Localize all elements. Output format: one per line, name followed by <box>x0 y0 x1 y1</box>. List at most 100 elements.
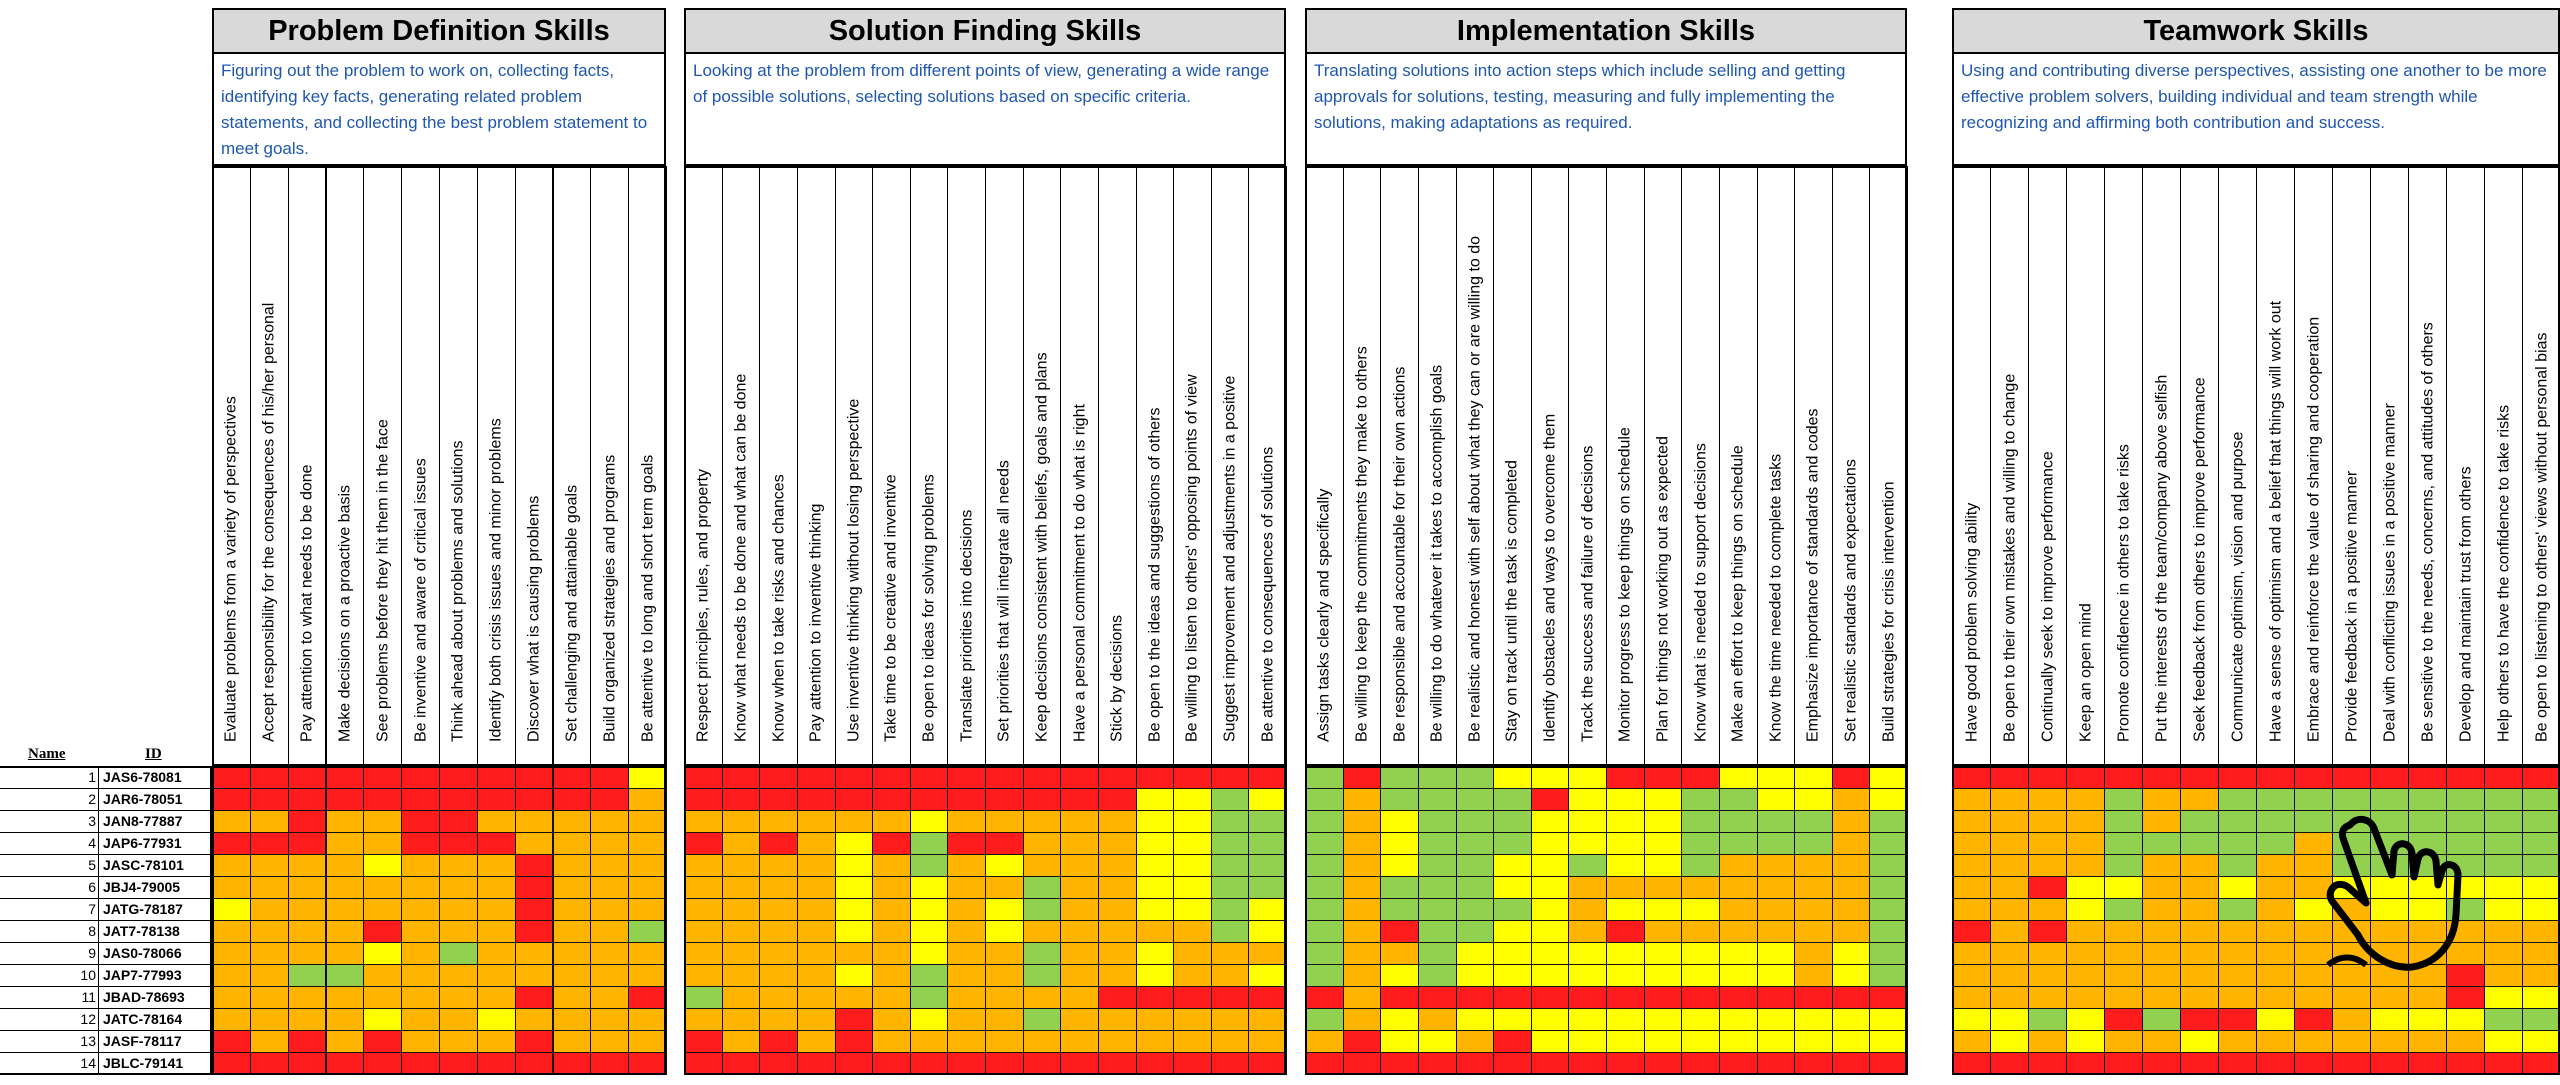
rating-cell[interactable] <box>1097 1008 1137 1031</box>
rating-cell[interactable] <box>1990 766 2029 789</box>
rating-cell[interactable] <box>2104 854 2143 877</box>
rating-cell[interactable] <box>1606 964 1645 987</box>
rating-cell[interactable] <box>2028 964 2067 987</box>
rating-cell[interactable] <box>1831 898 1871 921</box>
rating-cell[interactable] <box>1342 810 1382 833</box>
rating-cell[interactable] <box>212 766 251 789</box>
rating-cell[interactable] <box>401 810 440 833</box>
rating-cell[interactable] <box>2484 876 2523 899</box>
rating-cell[interactable] <box>2028 920 2067 943</box>
rating-cell[interactable] <box>2218 986 2257 1009</box>
rating-cell[interactable] <box>1380 832 1419 855</box>
rating-cell[interactable] <box>1718 1052 1758 1075</box>
rating-cell[interactable] <box>2408 1052 2447 1075</box>
rating-cell[interactable] <box>476 942 516 965</box>
rating-cell[interactable] <box>363 876 403 899</box>
rating-cell[interactable] <box>1455 964 1495 987</box>
rating-cell[interactable] <box>1210 1008 1250 1031</box>
rating-cell[interactable] <box>1173 854 1212 877</box>
rating-cell[interactable] <box>1173 876 1212 899</box>
rating-cell[interactable] <box>947 920 986 943</box>
rating-cell[interactable] <box>796 942 836 965</box>
rating-cell[interactable] <box>1022 766 1062 789</box>
rating-cell[interactable] <box>2028 1008 2067 1031</box>
rating-cell[interactable] <box>249 1052 289 1075</box>
rating-cell[interactable] <box>759 832 798 855</box>
rating-cell[interactable] <box>1794 1030 1833 1053</box>
rating-cell[interactable] <box>1305 766 1344 789</box>
rating-cell[interactable] <box>2370 1052 2409 1075</box>
rating-cell[interactable] <box>212 876 251 899</box>
rating-cell[interactable] <box>2522 1030 2560 1053</box>
rating-cell[interactable] <box>514 788 554 811</box>
rating-cell[interactable] <box>1493 898 1532 921</box>
rating-cell[interactable] <box>1718 788 1758 811</box>
rating-cell[interactable] <box>684 854 723 877</box>
rating-cell[interactable] <box>1530 942 1570 965</box>
rating-cell[interactable] <box>2104 832 2143 855</box>
rating-cell[interactable] <box>2332 1052 2371 1075</box>
rating-cell[interactable] <box>476 920 516 943</box>
rating-cell[interactable] <box>872 832 911 855</box>
rating-cell[interactable] <box>363 986 403 1009</box>
rating-cell[interactable] <box>2370 1030 2409 1053</box>
rating-cell[interactable] <box>2180 1052 2219 1075</box>
rating-cell[interactable] <box>249 832 289 855</box>
rating-cell[interactable] <box>1022 920 1062 943</box>
rating-cell[interactable] <box>759 810 798 833</box>
rating-cell[interactable] <box>1097 942 1137 965</box>
rating-cell[interactable] <box>1990 1008 2029 1031</box>
rating-cell[interactable] <box>1248 810 1287 833</box>
rating-cell[interactable] <box>1530 788 1570 811</box>
rating-cell[interactable] <box>759 920 798 943</box>
rating-cell[interactable] <box>325 854 365 877</box>
rating-cell[interactable] <box>684 832 723 855</box>
rating-cell[interactable] <box>1493 942 1532 965</box>
rating-cell[interactable] <box>514 810 554 833</box>
rating-cell[interactable] <box>1022 788 1062 811</box>
rating-cell[interactable] <box>1455 876 1495 899</box>
rating-cell[interactable] <box>439 942 478 965</box>
rating-cell[interactable] <box>2066 854 2105 877</box>
rating-cell[interactable] <box>552 788 592 811</box>
rating-cell[interactable] <box>1990 986 2029 1009</box>
rating-cell[interactable] <box>1530 832 1570 855</box>
rating-cell[interactable] <box>590 854 630 877</box>
rating-cell[interactable] <box>1869 1008 1908 1031</box>
rating-cell[interactable] <box>1831 1030 1871 1053</box>
rating-cell[interactable] <box>1990 810 2029 833</box>
rating-cell[interactable] <box>1135 898 1175 921</box>
rating-cell[interactable] <box>2484 898 2523 921</box>
rating-cell[interactable] <box>1952 942 1991 965</box>
rating-cell[interactable] <box>1831 854 1871 877</box>
rating-cell[interactable] <box>2484 920 2523 943</box>
rating-cell[interactable] <box>2218 898 2257 921</box>
rating-cell[interactable] <box>2218 854 2257 877</box>
rating-cell[interactable] <box>1643 788 1683 811</box>
rating-cell[interactable] <box>2294 1052 2333 1075</box>
rating-cell[interactable] <box>476 1008 516 1031</box>
rating-cell[interactable] <box>1681 942 1720 965</box>
rating-cell[interactable] <box>834 898 874 921</box>
rating-cell[interactable] <box>721 986 761 1009</box>
rating-cell[interactable] <box>476 810 516 833</box>
rating-cell[interactable] <box>872 942 911 965</box>
rating-cell[interactable] <box>514 964 554 987</box>
rating-cell[interactable] <box>363 854 403 877</box>
rating-cell[interactable] <box>1210 986 1250 1009</box>
rating-cell[interactable] <box>514 876 554 899</box>
rating-cell[interactable] <box>2256 920 2295 943</box>
rating-cell[interactable] <box>1097 854 1137 877</box>
rating-cell[interactable] <box>552 898 592 921</box>
rating-cell[interactable] <box>2446 1030 2485 1053</box>
rating-cell[interactable] <box>1794 810 1833 833</box>
rating-cell[interactable] <box>2066 1052 2105 1075</box>
rating-cell[interactable] <box>1417 788 1457 811</box>
rating-cell[interactable] <box>1606 832 1645 855</box>
rating-cell[interactable] <box>1794 898 1833 921</box>
rating-cell[interactable] <box>1831 942 1871 965</box>
rating-cell[interactable] <box>2142 810 2181 833</box>
rating-cell[interactable] <box>2408 766 2447 789</box>
rating-cell[interactable] <box>947 1008 986 1031</box>
rating-cell[interactable] <box>947 854 986 877</box>
